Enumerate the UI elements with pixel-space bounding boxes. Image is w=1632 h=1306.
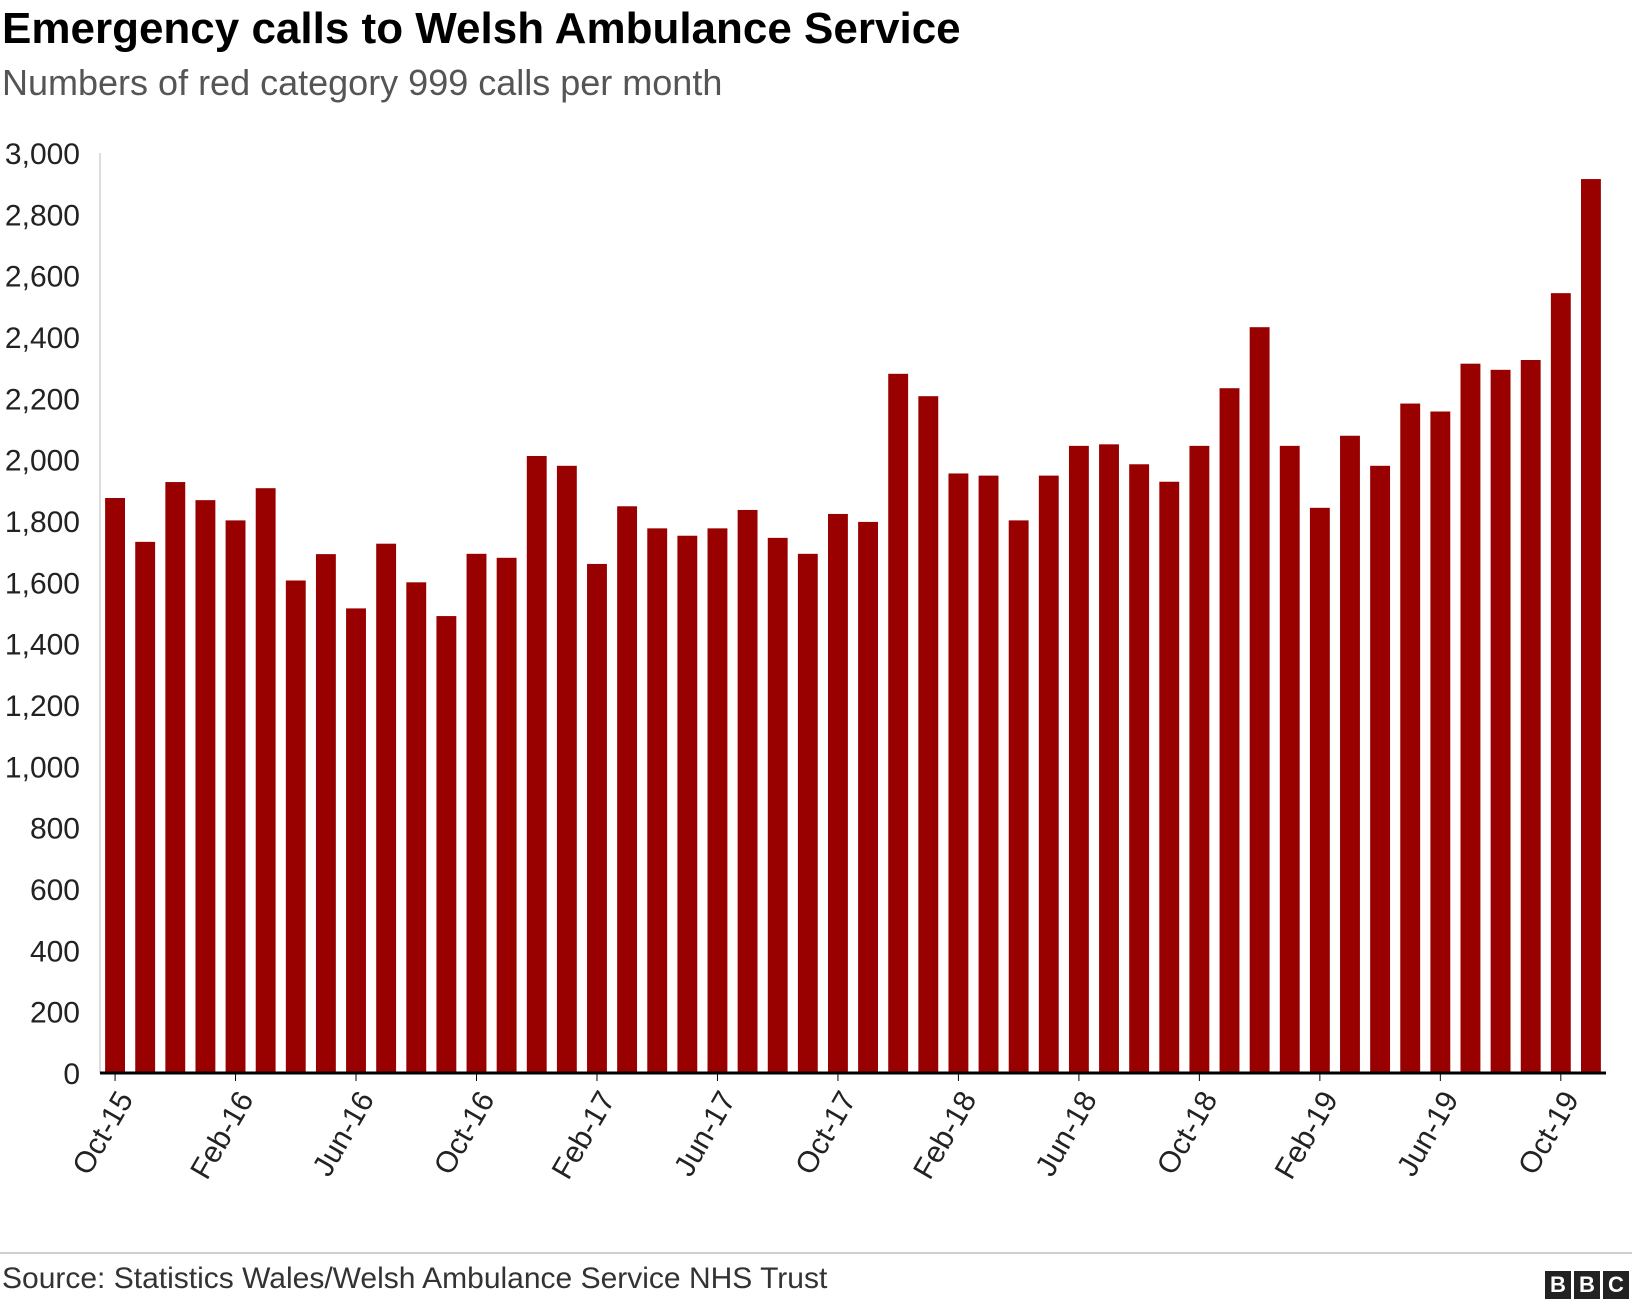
chart-subtitle: Numbers of red category 999 calls per mo… [2, 62, 723, 103]
logo-letter: B [1545, 1271, 1571, 1299]
bar [1430, 411, 1451, 1073]
x-tick-label: Feb-16 [184, 1086, 260, 1185]
bar [255, 488, 276, 1074]
bar [978, 475, 999, 1073]
bar [737, 509, 758, 1074]
x-tick-label: Jun-19 [1391, 1086, 1465, 1182]
bar [466, 553, 487, 1073]
x-tick-label: Oct-19 [1512, 1086, 1586, 1180]
y-tick-label: 2,200 [5, 383, 80, 416]
bar [556, 465, 577, 1073]
bar [707, 528, 728, 1073]
bar [1279, 445, 1300, 1073]
y-tick-label: 1,200 [5, 690, 80, 723]
bar [617, 506, 638, 1073]
bar [1490, 369, 1511, 1073]
bar [797, 553, 818, 1073]
x-tick-label: Oct-16 [428, 1086, 502, 1180]
bar [1249, 327, 1270, 1074]
y-axis: 0 200 400 600 800 1,000 1,200 1,400 1,600 1,800 2,… [5, 138, 101, 1091]
source-note: Source: Statistics Wales/Welsh Ambulance… [2, 1262, 828, 1295]
y-tick-label: 1,400 [5, 629, 80, 662]
bar [677, 535, 698, 1073]
bar [1219, 388, 1240, 1073]
y-tick-label: 2,000 [5, 445, 80, 478]
bar [948, 473, 969, 1073]
bar [1068, 445, 1089, 1073]
y-tick-label: 2,800 [5, 199, 80, 232]
y-tick-label: 0 [63, 1058, 80, 1091]
bar [346, 608, 366, 1073]
bbc-logo: B B C [1545, 1271, 1629, 1299]
bar [436, 616, 457, 1073]
bar [315, 554, 336, 1073]
y-tick-label: 1,600 [5, 567, 80, 600]
y-tick-label: 3,000 [5, 138, 80, 171]
bar [587, 563, 607, 1073]
y-tick-label: 200 [30, 997, 80, 1030]
bar [1370, 465, 1391, 1073]
bar [406, 582, 427, 1073]
bar-chart: 0 200 400 600 800 1,000 1,200 1,400 1,600 1,800 2,… [5, 138, 1606, 1185]
bar [1400, 403, 1421, 1074]
bar [165, 482, 186, 1073]
x-tick-label: Feb-17 [546, 1086, 622, 1185]
bar [888, 373, 909, 1073]
bar [285, 580, 306, 1073]
bar [647, 528, 668, 1073]
bar [225, 520, 246, 1073]
bar [496, 557, 517, 1073]
y-tick-label: 2,400 [5, 322, 80, 355]
x-tick-label: Jun-16 [306, 1086, 380, 1182]
y-tick-label: 400 [30, 935, 80, 968]
bar [1099, 444, 1119, 1073]
bar [1340, 435, 1360, 1073]
bar [135, 541, 156, 1073]
x-tick-label: Jun-18 [1029, 1086, 1103, 1182]
x-tick-label: Feb-18 [907, 1086, 983, 1185]
x-tick-label: Feb-19 [1269, 1086, 1345, 1185]
bar [918, 396, 939, 1074]
x-tick-label: Oct-15 [66, 1086, 140, 1180]
y-tick-label: 600 [30, 874, 80, 907]
bar [1550, 293, 1571, 1073]
bar [1129, 464, 1150, 1073]
y-tick-label: 1,000 [5, 751, 80, 784]
bar [1581, 179, 1601, 1074]
bars-group [105, 179, 1601, 1074]
logo-letter: C [1603, 1271, 1629, 1299]
bar [828, 513, 848, 1073]
y-tick-label: 800 [30, 813, 80, 846]
bar [1159, 481, 1180, 1073]
bar [767, 537, 788, 1073]
x-tick-label: Oct-18 [1151, 1086, 1225, 1180]
bar [1189, 445, 1210, 1073]
x-axis: Oct-15 Feb-16 Jun-16 Oct-16 Feb-17 Jun-17 Oct-… [66, 1071, 1606, 1185]
bar [1008, 520, 1029, 1073]
bar [1309, 507, 1330, 1073]
bar [526, 455, 547, 1073]
x-tick-label: Oct-17 [789, 1086, 863, 1180]
logo-letter: B [1574, 1271, 1600, 1299]
y-tick-label: 2,600 [5, 261, 80, 294]
bar [376, 543, 397, 1073]
footer-divider [0, 1252, 1632, 1254]
x-tick-label: Jun-17 [668, 1086, 742, 1182]
bar [105, 498, 125, 1073]
bar [195, 500, 216, 1073]
chart-title: Emergency calls to Welsh Ambulance Servi… [2, 4, 961, 53]
bar [1038, 475, 1059, 1073]
y-tick-label: 1,800 [5, 506, 80, 539]
bar [1520, 360, 1541, 1073]
bar [858, 521, 878, 1073]
bar [1460, 363, 1481, 1073]
